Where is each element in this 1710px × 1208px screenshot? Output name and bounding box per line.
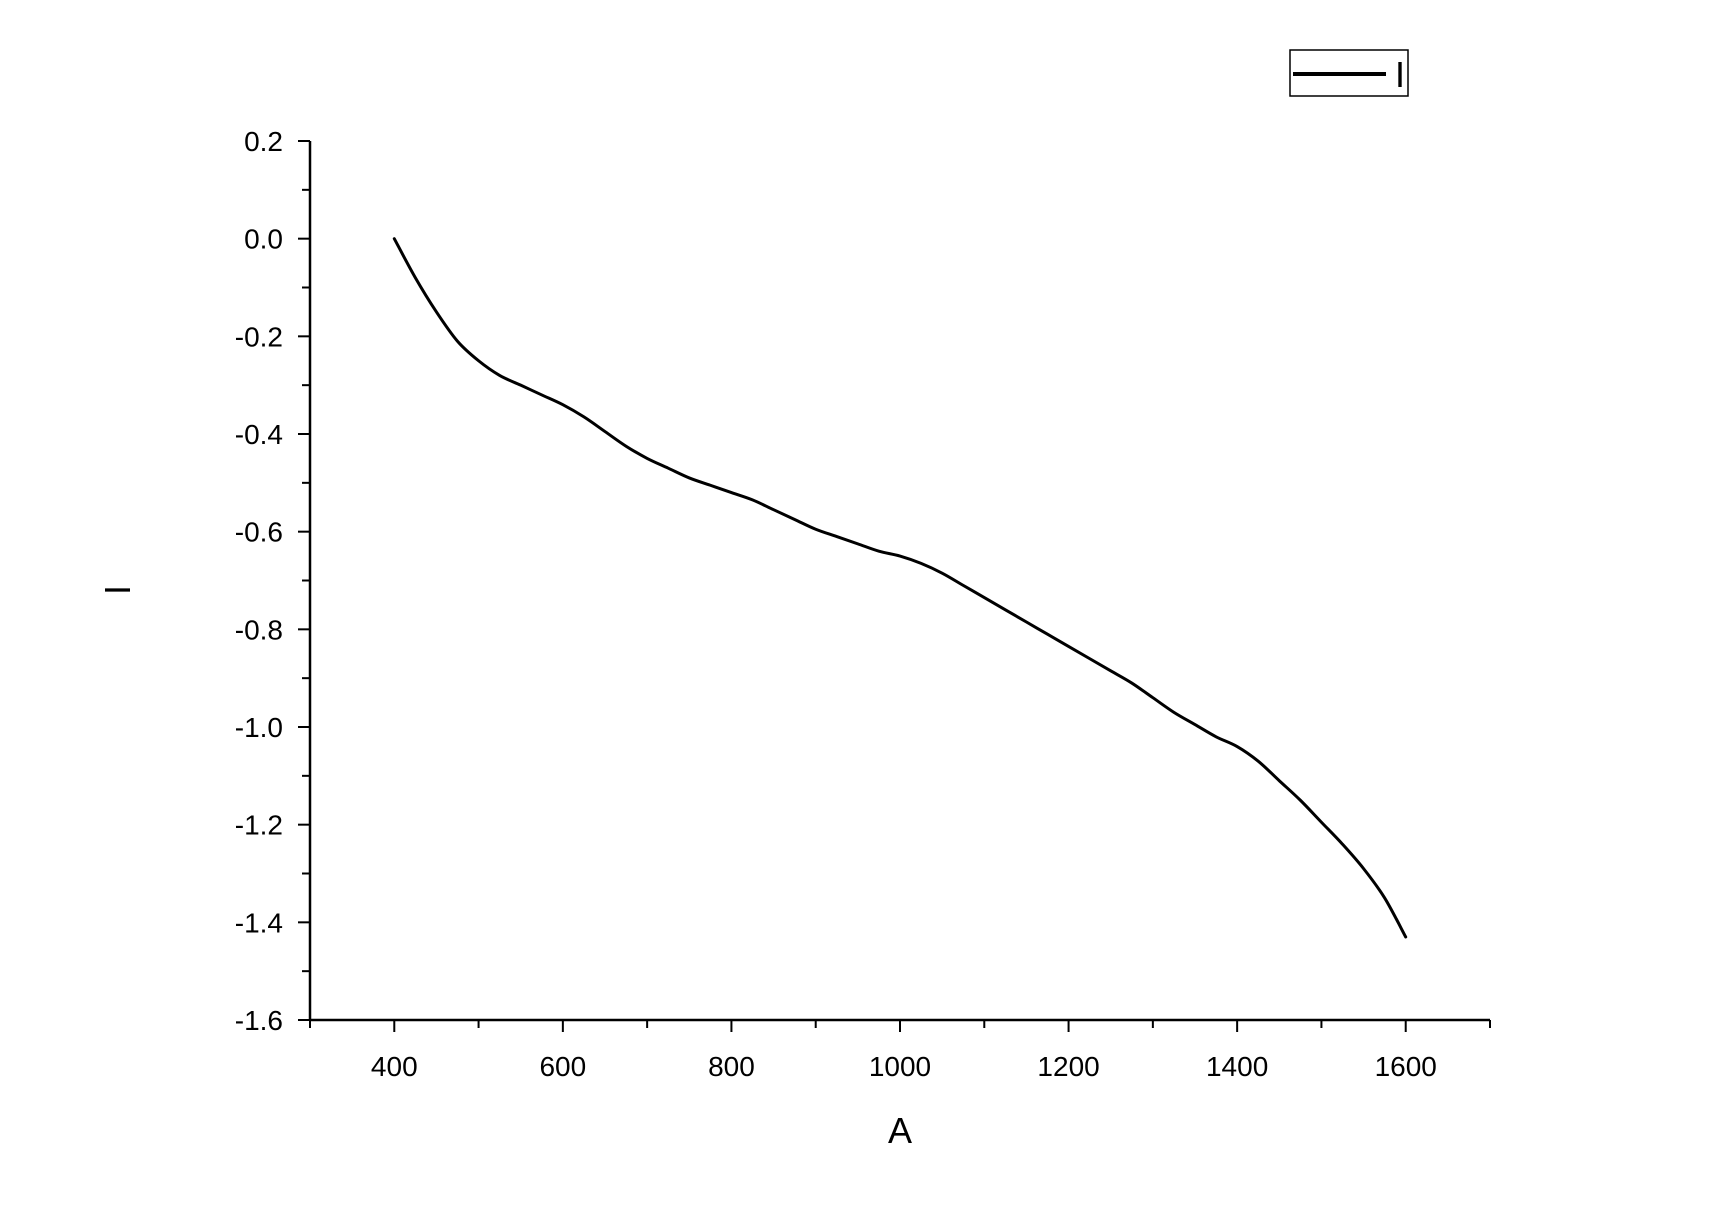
y-tick-label: -0.8 (235, 614, 283, 645)
y-ticks: 0.2 0.0 -0.2 -0.4 -0.6 -0.8 -1.0 -1.2 -1.4 -1.6 (235, 126, 310, 1036)
y-axis-title: I (97, 585, 138, 595)
x-axis-title: A (888, 1110, 912, 1151)
legend-label: I (1395, 54, 1405, 95)
y-tick-label: -1.6 (235, 1005, 283, 1036)
y-tick-label: -1.4 (235, 907, 283, 938)
y-tick-label: -1.0 (235, 712, 283, 743)
series-line-i (392, 237, 1408, 939)
y-tick-label: 0.2 (244, 126, 283, 157)
x-tick-label: 400 (371, 1051, 418, 1082)
y-tick-label: -0.4 (235, 419, 283, 450)
x-ticks: 400 600 800 1000 1200 1400 1600 (309, 1020, 1491, 1082)
y-tick-label: 0.0 (244, 224, 283, 255)
x-tick-label: 1400 (1206, 1051, 1268, 1082)
x-tick-label: 1000 (869, 1051, 931, 1082)
axes: 400 600 800 1000 1200 1400 1600 0.2 0.0 -0.2 -0.4… (235, 126, 1491, 1082)
x-tick-label: 600 (539, 1051, 586, 1082)
legend: I (1289, 49, 1409, 97)
y-tick-label: -1.2 (235, 810, 283, 841)
y-tick-label: -0.2 (235, 321, 283, 352)
x-tick-label: 800 (708, 1051, 755, 1082)
x-tick-label: 1200 (1037, 1051, 1099, 1082)
series-layer (392, 237, 1408, 939)
x-tick-label: 1600 (1375, 1051, 1437, 1082)
y-tick-label: -0.6 (235, 517, 283, 548)
